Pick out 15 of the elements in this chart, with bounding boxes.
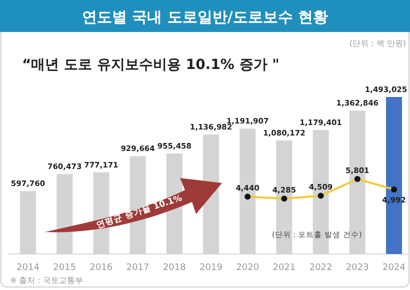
x-tick-label: 2014 [16, 263, 40, 273]
x-tick-label: 2024 [382, 263, 406, 273]
x-tick-label: 2019 [200, 263, 223, 273]
x-tick-label: 2017 [126, 263, 150, 273]
x-tick-label: 2021 [272, 263, 296, 273]
x-tick-label: 2018 [162, 263, 186, 273]
text: ※ 출처 : 국토교통부 [10, 276, 84, 285]
chart-title: 연도별 국내 도로일반/도로보수 현황 [82, 8, 328, 26]
x-tick-label: 2015 [53, 263, 76, 273]
x-tick-label: 2020 [236, 263, 260, 273]
chart-subtitle: “매년 도로 유지보수비용 10.1% 증가 " [22, 57, 280, 73]
text: (단위 : 백 만원) [349, 39, 406, 48]
x-tick-label: 2016 [90, 263, 113, 273]
x-tick-label: 2023 [346, 263, 369, 273]
x-tick-label: 2022 [309, 263, 332, 273]
